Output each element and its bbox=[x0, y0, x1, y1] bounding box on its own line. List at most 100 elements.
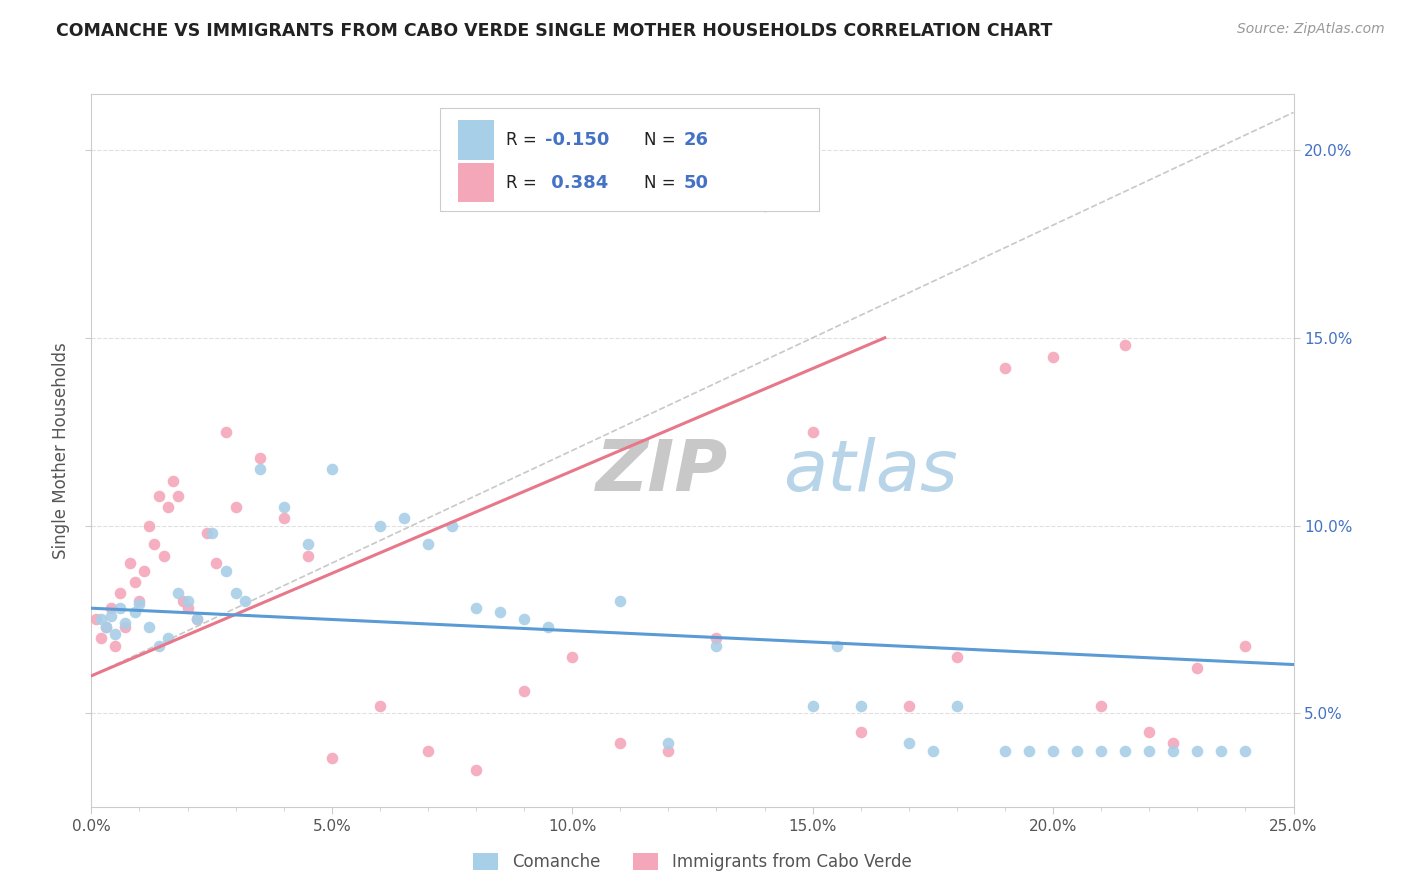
Point bbox=[416, 537, 439, 551]
Point bbox=[897, 698, 920, 713]
Point bbox=[1161, 744, 1184, 758]
Point bbox=[100, 601, 122, 615]
Point bbox=[489, 605, 512, 619]
Point bbox=[1114, 338, 1136, 352]
Point bbox=[114, 616, 136, 631]
Text: COMANCHE VS IMMIGRANTS FROM CABO VERDE SINGLE MOTHER HOUSEHOLDS CORRELATION CHAR: COMANCHE VS IMMIGRANTS FROM CABO VERDE S… bbox=[56, 22, 1053, 40]
Text: Source: ZipAtlas.com: Source: ZipAtlas.com bbox=[1237, 22, 1385, 37]
Point bbox=[416, 744, 439, 758]
Point bbox=[922, 744, 945, 758]
Point bbox=[513, 612, 536, 626]
Point bbox=[114, 620, 136, 634]
Point bbox=[1187, 661, 1209, 675]
FancyBboxPatch shape bbox=[440, 108, 818, 211]
Point bbox=[249, 450, 271, 465]
Point bbox=[94, 620, 117, 634]
Point bbox=[1042, 350, 1064, 364]
Point bbox=[134, 564, 156, 578]
Point bbox=[1137, 725, 1160, 739]
Point bbox=[172, 593, 194, 607]
Point bbox=[465, 763, 488, 777]
Point bbox=[128, 598, 150, 612]
Point bbox=[321, 462, 343, 476]
Point bbox=[754, 199, 776, 213]
Point bbox=[90, 632, 112, 646]
Point bbox=[465, 601, 488, 615]
Point bbox=[195, 526, 218, 541]
Point bbox=[104, 627, 127, 641]
Point bbox=[233, 593, 256, 607]
Point bbox=[946, 650, 969, 665]
Point bbox=[124, 605, 146, 619]
Point bbox=[152, 549, 174, 563]
Point bbox=[994, 744, 1017, 758]
Point bbox=[537, 620, 560, 634]
Point bbox=[100, 608, 122, 623]
Text: 50: 50 bbox=[685, 174, 709, 192]
Point bbox=[706, 632, 728, 646]
Point bbox=[657, 744, 679, 758]
Point bbox=[110, 586, 132, 600]
Point bbox=[118, 556, 141, 570]
Point bbox=[994, 360, 1017, 375]
Point bbox=[297, 537, 319, 551]
Point bbox=[110, 601, 132, 615]
Point bbox=[1234, 639, 1257, 653]
Point bbox=[368, 698, 391, 713]
Point bbox=[148, 639, 170, 653]
Point bbox=[440, 518, 463, 533]
Point bbox=[392, 511, 415, 525]
Point bbox=[124, 574, 146, 589]
Point bbox=[215, 425, 238, 439]
Point bbox=[1018, 744, 1040, 758]
Point bbox=[609, 593, 631, 607]
Text: R =: R = bbox=[506, 174, 543, 192]
Text: atlas: atlas bbox=[783, 437, 957, 507]
Point bbox=[513, 683, 536, 698]
Point bbox=[1161, 736, 1184, 750]
Point bbox=[321, 751, 343, 765]
Point bbox=[186, 612, 208, 626]
Point bbox=[561, 650, 583, 665]
Point bbox=[215, 564, 238, 578]
Point bbox=[849, 698, 872, 713]
Point bbox=[801, 425, 824, 439]
Y-axis label: Single Mother Households: Single Mother Households bbox=[52, 343, 70, 558]
Point bbox=[1090, 698, 1112, 713]
Point bbox=[1090, 744, 1112, 758]
Point bbox=[225, 500, 247, 514]
Point bbox=[201, 526, 224, 541]
Point bbox=[706, 639, 728, 653]
Point bbox=[1234, 744, 1257, 758]
Point bbox=[1211, 744, 1233, 758]
Legend: Comanche, Immigrants from Cabo Verde: Comanche, Immigrants from Cabo Verde bbox=[467, 846, 918, 878]
Point bbox=[167, 586, 190, 600]
Text: 0.384: 0.384 bbox=[544, 174, 607, 192]
Text: 26: 26 bbox=[685, 131, 709, 149]
Point bbox=[1066, 744, 1088, 758]
Point bbox=[1042, 744, 1064, 758]
Point bbox=[249, 462, 271, 476]
Point bbox=[225, 586, 247, 600]
Point bbox=[84, 612, 107, 626]
Point bbox=[162, 474, 184, 488]
Point bbox=[368, 518, 391, 533]
Point bbox=[1137, 744, 1160, 758]
Point bbox=[157, 632, 180, 646]
Point bbox=[167, 489, 190, 503]
Text: N =: N = bbox=[644, 131, 682, 149]
FancyBboxPatch shape bbox=[458, 120, 494, 160]
Point bbox=[849, 725, 872, 739]
FancyBboxPatch shape bbox=[458, 163, 494, 202]
Point bbox=[801, 698, 824, 713]
Text: ZIP: ZIP bbox=[596, 437, 728, 507]
Point bbox=[94, 620, 117, 634]
Point bbox=[90, 612, 112, 626]
Point bbox=[946, 698, 969, 713]
Point bbox=[1114, 744, 1136, 758]
Point bbox=[273, 511, 295, 525]
Point bbox=[148, 489, 170, 503]
Point bbox=[176, 593, 198, 607]
Point bbox=[157, 500, 180, 514]
Point bbox=[205, 556, 228, 570]
